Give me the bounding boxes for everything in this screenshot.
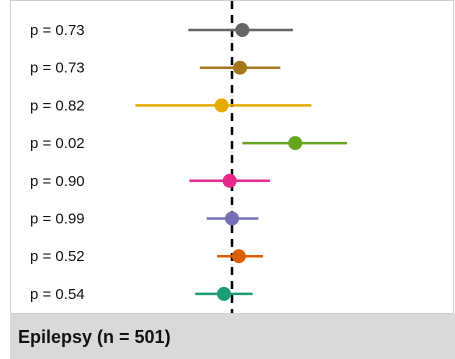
forest-row: p = 0.02 <box>30 135 347 152</box>
point-estimate <box>288 136 303 151</box>
rows-layer: p = 0.73 p = 0.73 p = 0.82 p = 0.02 p = 0.90… <box>30 22 347 303</box>
p-value-label: p = 0.54 <box>30 286 85 303</box>
forest-row: p = 0.73 <box>30 60 281 77</box>
facet-title: Epilepsy (n = 501) <box>18 327 171 347</box>
p-value-label: p = 0.02 <box>30 135 85 152</box>
p-value-label: p = 0.52 <box>30 248 85 265</box>
point-estimate <box>231 249 246 264</box>
facet-strip <box>10 314 455 359</box>
point-estimate <box>214 98 229 113</box>
p-value-label: p = 0.99 <box>30 211 85 228</box>
point-estimate <box>222 173 237 188</box>
forest-row: p = 0.73 <box>30 22 293 39</box>
point-estimate <box>233 60 248 75</box>
forest-row: p = 0.54 <box>30 286 253 303</box>
p-value-label: p = 0.82 <box>30 97 85 114</box>
point-estimate <box>235 23 250 37</box>
p-value-label: p = 0.73 <box>30 60 85 77</box>
forest-row: p = 0.99 <box>30 211 259 228</box>
forest-row: p = 0.82 <box>30 97 312 114</box>
forest-row: p = 0.52 <box>30 248 264 265</box>
p-value-label: p = 0.90 <box>30 173 85 190</box>
forest-row: p = 0.90 <box>30 173 270 190</box>
p-value-label: p = 0.73 <box>30 22 85 39</box>
panel-border <box>10 0 454 314</box>
point-estimate <box>216 286 231 301</box>
point-estimate <box>225 211 239 226</box>
